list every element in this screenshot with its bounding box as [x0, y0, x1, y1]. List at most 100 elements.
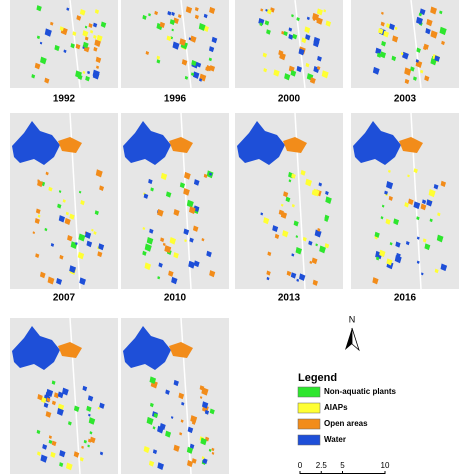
- scale-label: 10: [381, 461, 390, 470]
- patch: [286, 270, 292, 277]
- patch: [193, 260, 200, 268]
- patch: [388, 195, 393, 201]
- patch: [278, 209, 284, 216]
- patch: [312, 279, 318, 286]
- patch: [87, 444, 90, 448]
- patch: [211, 447, 215, 452]
- patch: [183, 228, 190, 236]
- patch: [31, 74, 36, 79]
- patch: [50, 243, 55, 247]
- patch: [312, 17, 316, 22]
- patch: [441, 40, 445, 46]
- patch: [312, 188, 320, 197]
- patch: [288, 33, 294, 40]
- patch: [416, 260, 420, 264]
- patch: [64, 217, 71, 226]
- patch: [433, 183, 439, 190]
- patch: [384, 190, 388, 195]
- patch: [51, 440, 57, 447]
- patch: [187, 426, 194, 434]
- patch: [430, 30, 438, 39]
- patch: [57, 203, 62, 209]
- open-area: [169, 137, 193, 153]
- patch: [300, 169, 306, 176]
- patch: [48, 439, 53, 445]
- patch: [325, 196, 332, 204]
- patch: [91, 228, 94, 232]
- legend-label: Non-aquatic plants: [324, 387, 397, 396]
- patch: [68, 421, 72, 426]
- patch: [420, 203, 427, 211]
- patch: [203, 173, 208, 179]
- patch: [323, 9, 327, 13]
- patch: [153, 412, 159, 418]
- patch: [283, 31, 288, 37]
- patch: [189, 443, 195, 449]
- patch: [184, 75, 189, 80]
- patch: [201, 401, 209, 409]
- patch: [293, 220, 299, 227]
- patch: [94, 39, 101, 47]
- patch: [299, 273, 306, 281]
- patch: [194, 14, 199, 20]
- patch: [394, 26, 398, 30]
- patch: [380, 51, 387, 59]
- patch: [291, 14, 294, 18]
- road: [410, 0, 422, 89]
- patch: [54, 44, 60, 52]
- patch: [87, 395, 94, 402]
- patch: [39, 271, 46, 279]
- patch: [188, 260, 196, 269]
- arrow-right: [351, 327, 360, 352]
- patch: [97, 406, 101, 410]
- patch: [319, 245, 326, 254]
- patch: [309, 260, 313, 264]
- patch: [192, 225, 199, 232]
- patch: [93, 46, 98, 52]
- water-body: [353, 121, 401, 165]
- patch: [56, 277, 63, 285]
- open-area: [283, 137, 307, 153]
- patch: [99, 185, 105, 192]
- patch: [201, 237, 205, 242]
- patch: [201, 387, 209, 396]
- patch: [290, 70, 297, 77]
- patch: [375, 47, 382, 55]
- patch: [424, 75, 430, 82]
- patch: [404, 202, 410, 208]
- patch: [92, 69, 100, 78]
- north-label: N: [349, 314, 356, 324]
- patch: [282, 230, 289, 238]
- patch: [181, 59, 188, 66]
- patch: [100, 21, 107, 28]
- patch: [57, 391, 64, 399]
- patch: [50, 451, 56, 458]
- scale-bar: 0 2.5 5 10: [298, 461, 390, 474]
- patch: [44, 227, 48, 232]
- patch: [317, 66, 321, 70]
- patch: [78, 190, 82, 194]
- legend-swatch: [297, 434, 321, 446]
- patch: [288, 179, 292, 183]
- patch: [97, 251, 103, 258]
- patch: [82, 70, 86, 74]
- patch: [393, 218, 400, 226]
- water-body: [12, 121, 60, 165]
- patch: [66, 7, 70, 11]
- patch: [389, 242, 393, 246]
- patch: [313, 40, 320, 48]
- patch: [283, 191, 289, 198]
- patch: [376, 52, 382, 58]
- patch: [420, 69, 424, 74]
- patch: [143, 445, 150, 454]
- patch: [186, 199, 194, 208]
- patch: [422, 238, 427, 243]
- patch: [190, 415, 198, 424]
- legend-swatch: [297, 402, 321, 414]
- patch: [143, 193, 149, 199]
- patch: [81, 445, 84, 449]
- patch: [142, 14, 147, 20]
- patch: [321, 70, 329, 79]
- patch: [184, 239, 187, 243]
- legend-label: AIAPs: [324, 403, 348, 412]
